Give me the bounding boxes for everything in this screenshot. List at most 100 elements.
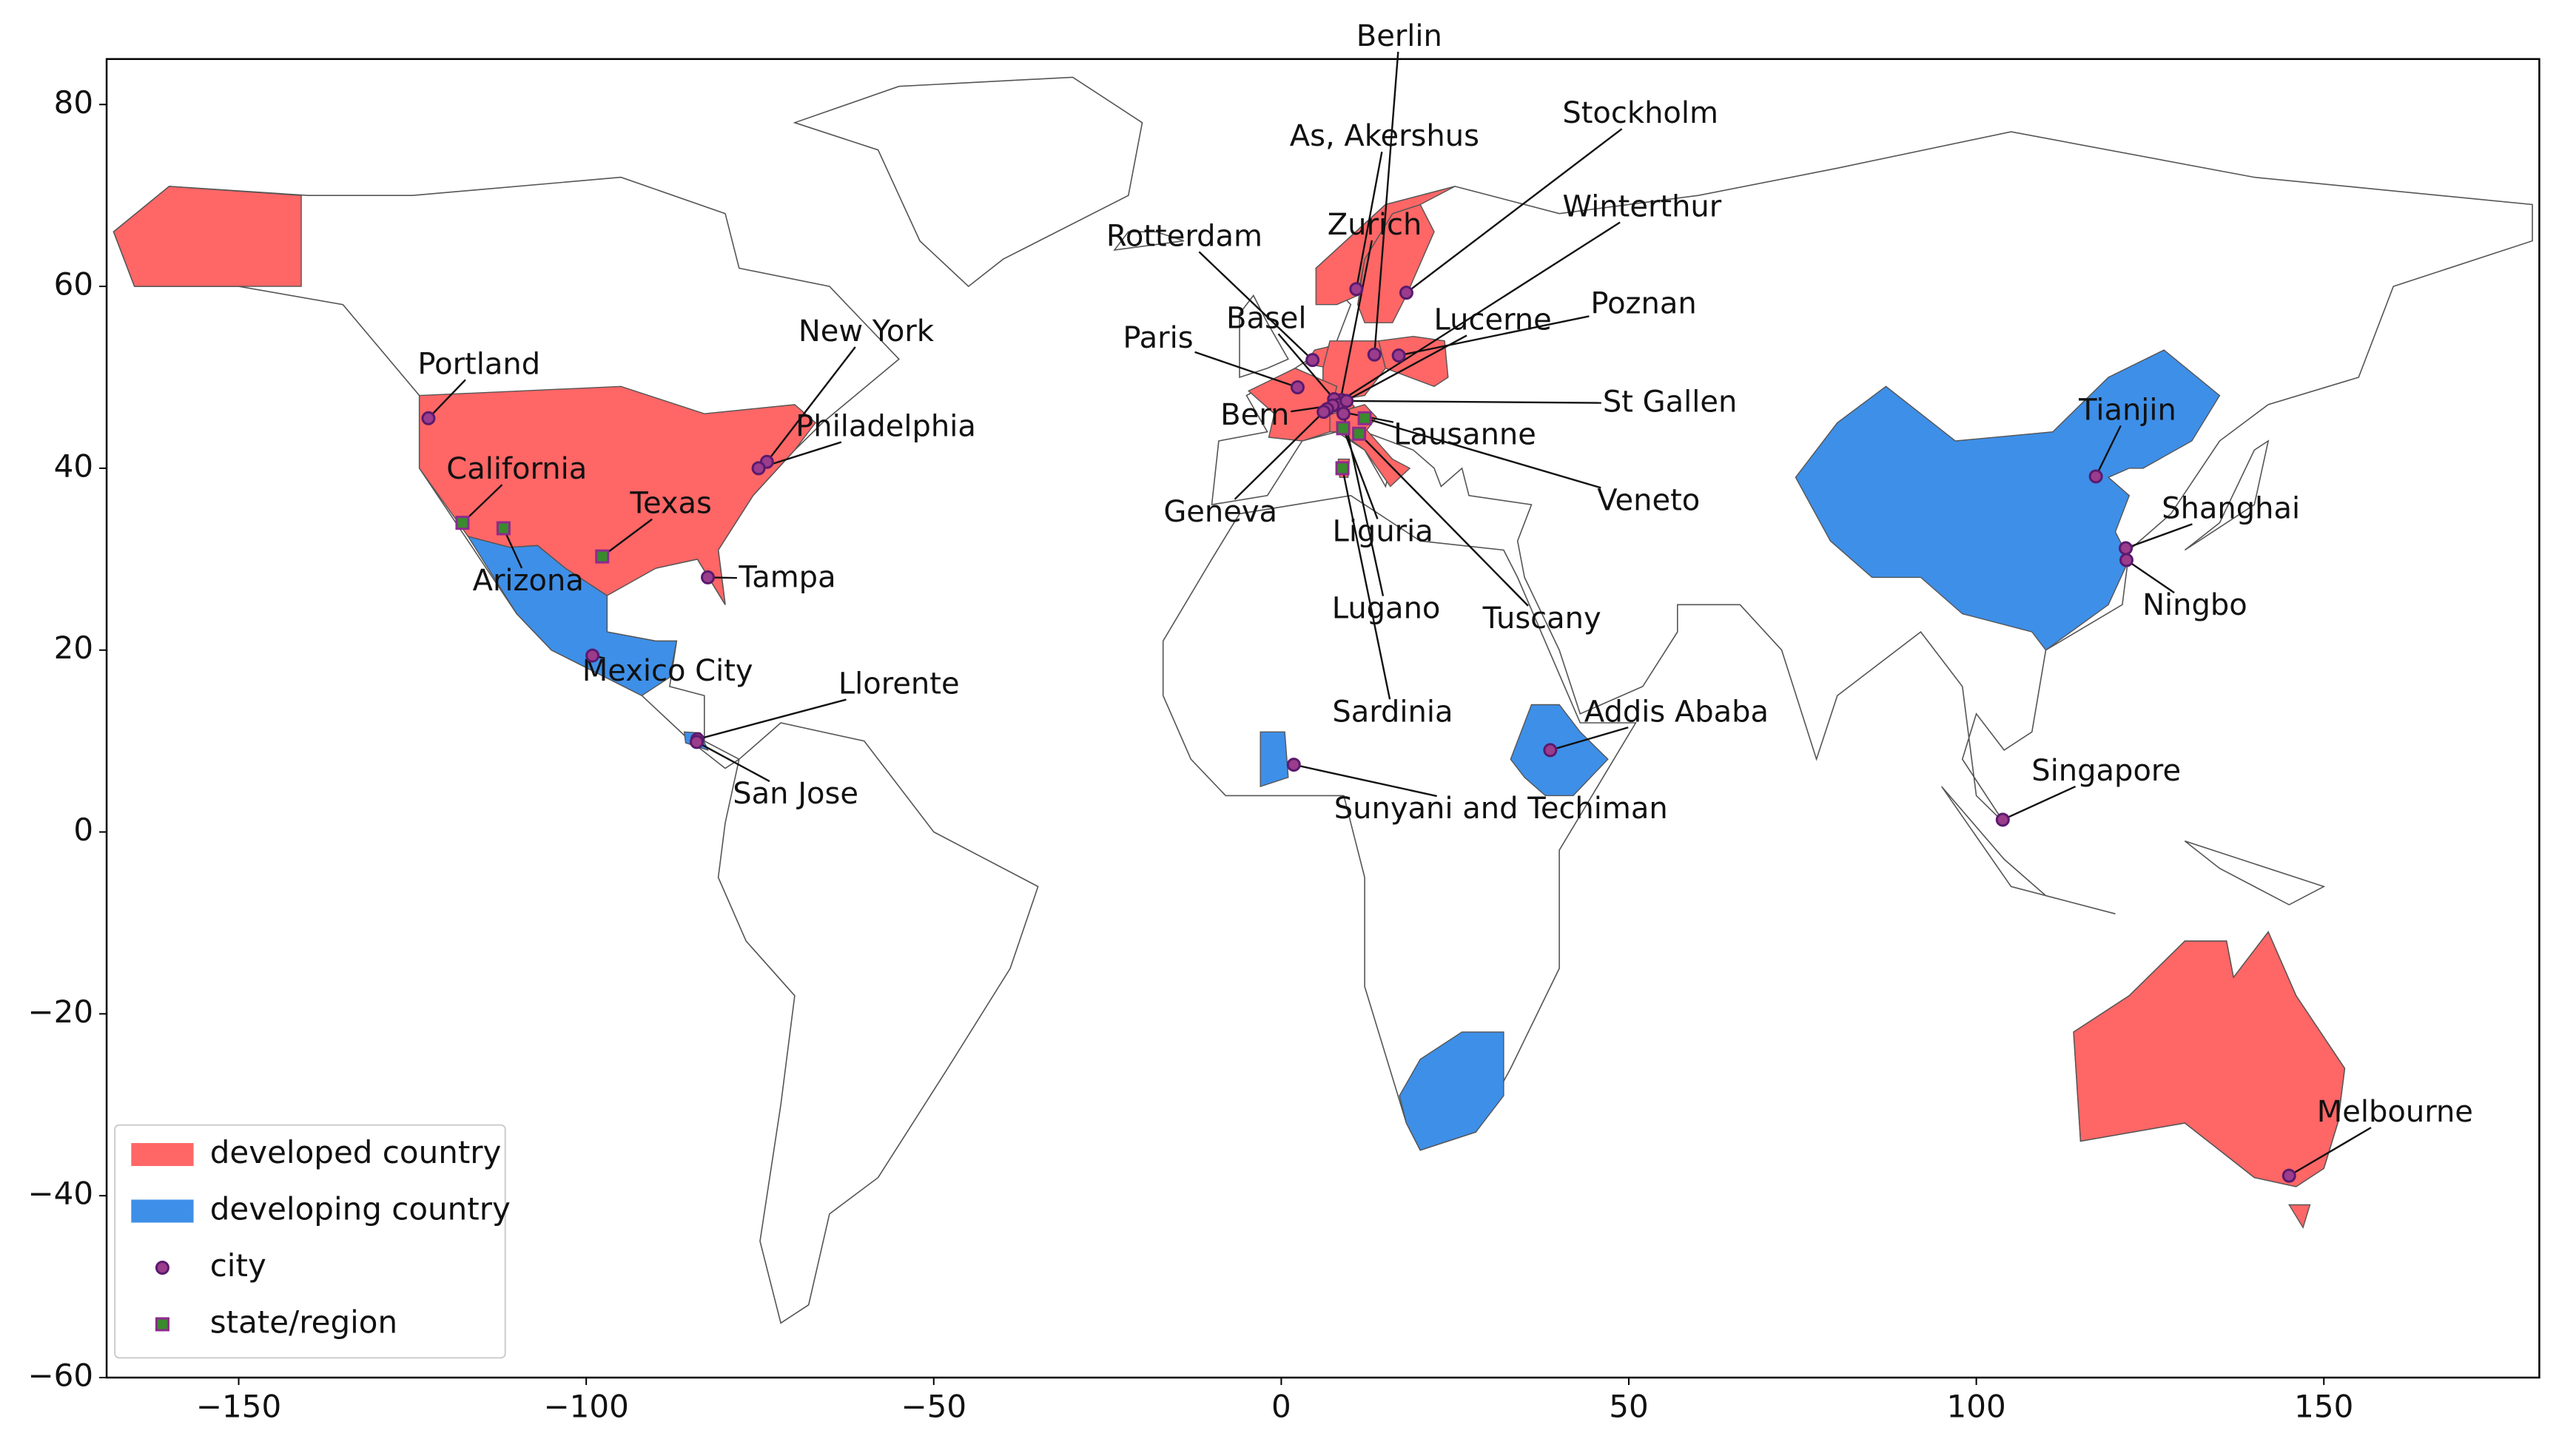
- city-marker: [689, 735, 704, 749]
- region-marker: [1335, 461, 1350, 476]
- point-label: Bern: [1220, 398, 1289, 432]
- city-marker: [1367, 347, 1382, 362]
- x-tick-label: 0: [1271, 1389, 1291, 1425]
- city-marker: [421, 411, 436, 425]
- y-tick-label: −60: [27, 1358, 93, 1394]
- legend: developed country developing country city s…: [114, 1124, 511, 1359]
- leader-line: [2095, 425, 2122, 477]
- city-marker: [1349, 282, 1364, 297]
- point-label: Llorente: [838, 667, 960, 701]
- legend-label: state/region: [210, 1304, 397, 1340]
- leader-line: [1277, 333, 1335, 400]
- x-tick-label: −150: [196, 1389, 281, 1425]
- leader-line: [602, 518, 653, 558]
- country: [1315, 186, 1456, 306]
- land-outline: [1162, 494, 1637, 1151]
- point-label: Sunyani and Techiman: [1334, 792, 1668, 826]
- point-label: Berlin: [1356, 19, 1442, 53]
- legend-label: city: [210, 1247, 266, 1284]
- point-label: Melbourne: [2317, 1095, 2473, 1129]
- leader-line: [2125, 523, 2193, 550]
- country-layer: [112, 186, 2346, 1229]
- country: [466, 535, 678, 697]
- city-marker: [2281, 1168, 2296, 1183]
- country: [1510, 704, 1609, 797]
- legend-box: [114, 1124, 506, 1359]
- leader-line: [1373, 51, 1399, 355]
- point-label: Addis Ababa: [1584, 695, 1769, 729]
- leader-line: [1346, 400, 1601, 404]
- point-label: Mexico City: [582, 654, 753, 688]
- city-marker: [1399, 286, 1413, 300]
- point-label: Lugano: [1332, 592, 1441, 626]
- point-label: St Gallen: [1603, 385, 1737, 419]
- region-marker: [1352, 426, 1367, 441]
- city-marker: [701, 570, 716, 584]
- city-marker: [1391, 348, 1406, 363]
- point-label: Arizona: [473, 564, 584, 598]
- y-tick-label: 60: [54, 266, 93, 303]
- leader-line: [1405, 128, 1623, 294]
- point-label: Texas: [629, 487, 712, 521]
- city-marker: [2119, 541, 2133, 556]
- point-label: Veneto: [1597, 483, 1700, 517]
- city-marker: [2088, 469, 2103, 484]
- legend-marker: [155, 1317, 169, 1332]
- region-marker: [595, 549, 610, 564]
- leader-line: [2288, 1127, 2372, 1177]
- point-label: Lucerne: [1434, 303, 1552, 337]
- leader-line: [2002, 785, 2077, 821]
- city-marker: [1995, 812, 2010, 827]
- legend-label: developing country: [210, 1191, 511, 1227]
- leader-line: [1194, 351, 1298, 388]
- region-marker: [455, 516, 470, 530]
- leader-line: [1341, 468, 1391, 700]
- x-tick-label: 50: [1609, 1389, 1648, 1425]
- city-marker: [1339, 394, 1354, 408]
- leader-line: [696, 741, 770, 783]
- land-outline: [2184, 840, 2326, 906]
- leader-line: [1341, 221, 1621, 401]
- leader-line: [1364, 417, 1601, 489]
- point-label: Philadelphia: [796, 410, 976, 444]
- point-label: Paris: [1123, 321, 1193, 355]
- point-label: California: [446, 452, 587, 486]
- point-label: Sardinia: [1332, 695, 1453, 729]
- legend-label: developed country: [210, 1134, 502, 1170]
- city-marker: [1336, 406, 1351, 421]
- point-label: Tampa: [738, 560, 835, 594]
- leader-line: [1198, 251, 1314, 361]
- legend-patch: [131, 1143, 194, 1167]
- plot-frame: [105, 58, 2540, 1379]
- y-tick-label: −20: [27, 994, 93, 1030]
- point-label: Ningbo: [2142, 588, 2247, 622]
- country: [2288, 1204, 2311, 1229]
- leader-line: [428, 379, 466, 419]
- country: [112, 186, 302, 287]
- point-label: Liguria: [1333, 514, 1433, 548]
- x-tick-label: −50: [901, 1389, 966, 1425]
- point-label: Poznan: [1590, 286, 1696, 320]
- city-marker: [1286, 758, 1301, 772]
- y-tick-label: 20: [54, 630, 93, 666]
- land-outline: [1239, 294, 1289, 379]
- y-tick-label: 40: [54, 448, 93, 484]
- city-marker: [1290, 380, 1305, 395]
- city-marker: [2119, 553, 2133, 567]
- city-marker: [751, 461, 766, 476]
- label-layer: Portland New York Philadelphia Tampa Mexico …: [417, 19, 2473, 1177]
- leader-line: [1355, 151, 1383, 289]
- y-tick-label: 80: [54, 84, 93, 121]
- country: [1399, 1031, 1504, 1151]
- leader-line: [1294, 764, 1437, 798]
- country: [1795, 349, 2221, 651]
- country: [2073, 931, 2346, 1187]
- leader-line: [697, 698, 847, 741]
- y-tick-label: 0: [73, 812, 93, 848]
- point-label: Basel: [1226, 301, 1307, 335]
- leader-line: [1339, 240, 1373, 402]
- legend-marker: [155, 1260, 169, 1275]
- point-label: Shanghai: [2162, 491, 2300, 525]
- leader-line: [1342, 428, 1379, 519]
